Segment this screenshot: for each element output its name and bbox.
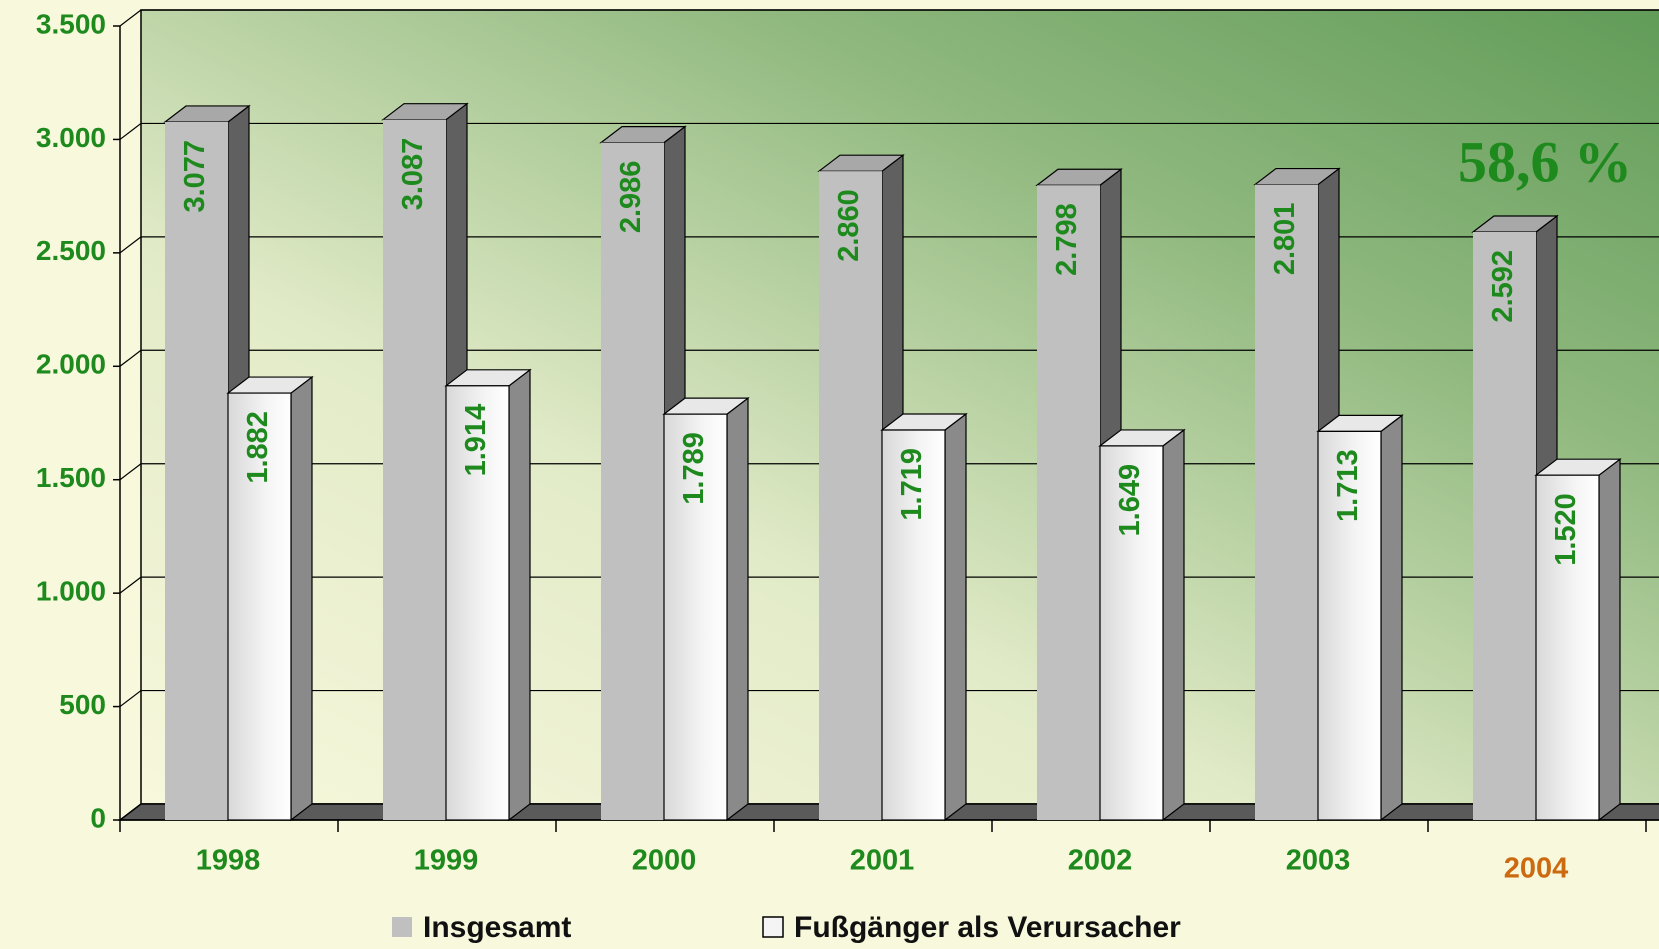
legend-swatch bbox=[392, 917, 412, 937]
value-label: 1.520 bbox=[1550, 493, 1582, 566]
bar bbox=[227, 392, 292, 821]
y-tick-label: 3.000 bbox=[36, 122, 106, 153]
x-tick-label: 2004 bbox=[1504, 853, 1569, 885]
y-tick-label: 3.500 bbox=[36, 8, 106, 39]
bar-side bbox=[726, 396, 749, 822]
y-tick-label: 2.000 bbox=[36, 349, 106, 380]
y-tick-label: 1.000 bbox=[36, 576, 106, 607]
bar-side bbox=[1162, 428, 1185, 822]
value-label: 1.719 bbox=[896, 448, 928, 521]
legend-label: Insgesamt bbox=[423, 911, 571, 944]
bar bbox=[1099, 445, 1164, 821]
bar bbox=[1317, 430, 1382, 821]
x-tick-label: 1999 bbox=[414, 845, 479, 877]
bar bbox=[601, 142, 664, 821]
x-tick-label: 2002 bbox=[1068, 845, 1133, 877]
bar bbox=[819, 171, 882, 820]
bar-side bbox=[1598, 457, 1621, 822]
bar bbox=[1255, 184, 1318, 821]
x-tick-label: 2000 bbox=[632, 845, 697, 877]
x-tick-label: 2001 bbox=[850, 845, 915, 877]
bar bbox=[1037, 185, 1100, 820]
value-label: 3.087 bbox=[397, 138, 429, 211]
bar bbox=[1535, 474, 1600, 821]
value-label: 1.713 bbox=[1332, 449, 1364, 522]
y-tick-label: 0 bbox=[90, 802, 106, 833]
bar bbox=[881, 429, 946, 821]
x-tick-label: 1998 bbox=[196, 845, 261, 877]
bar-side bbox=[944, 412, 967, 822]
bar bbox=[445, 385, 510, 821]
legend-label: Fußgänger als Verursacher bbox=[794, 911, 1181, 944]
bar bbox=[663, 413, 728, 821]
value-label: 1.789 bbox=[678, 432, 710, 505]
grid-line bbox=[119, 122, 1659, 140]
y-tick-label: 1.500 bbox=[36, 462, 106, 493]
bar-side bbox=[1380, 414, 1403, 822]
x-tick-label: 2003 bbox=[1286, 845, 1351, 877]
grid-line bbox=[119, 9, 1659, 27]
bar-side bbox=[290, 375, 313, 822]
value-label: 1.882 bbox=[242, 411, 274, 484]
bar bbox=[383, 119, 446, 820]
legend-swatch bbox=[762, 916, 784, 938]
y-tick-label: 500 bbox=[59, 689, 106, 720]
grid-line bbox=[119, 236, 1659, 254]
bar bbox=[1473, 231, 1536, 821]
grid-line bbox=[119, 349, 1659, 367]
value-label: 1.649 bbox=[1114, 464, 1146, 537]
value-label: 2.860 bbox=[833, 189, 865, 262]
value-label: 3.077 bbox=[179, 140, 211, 213]
value-label: 1.914 bbox=[460, 404, 492, 477]
value-label: 2.986 bbox=[615, 161, 647, 234]
value-label: 2.801 bbox=[1269, 203, 1301, 276]
y-tick-label: 2.500 bbox=[36, 235, 106, 266]
value-label: 2.592 bbox=[1487, 250, 1519, 323]
annotation: 58,6 % bbox=[1458, 129, 1632, 194]
bar-side bbox=[508, 368, 531, 822]
bar bbox=[165, 121, 228, 820]
value-label: 2.798 bbox=[1051, 203, 1083, 276]
